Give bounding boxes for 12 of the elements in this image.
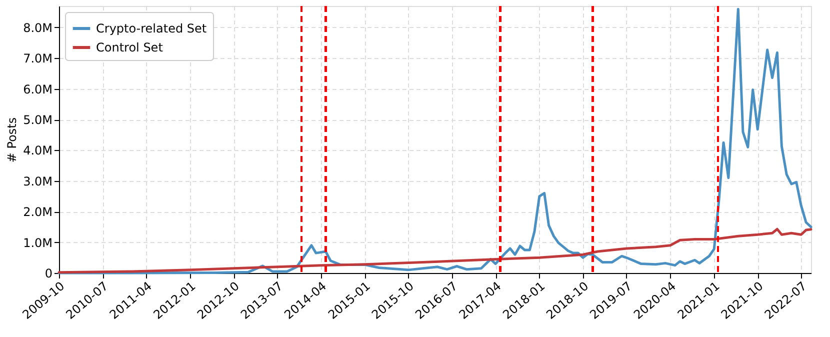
y-tick-label: 7.0M	[23, 52, 52, 66]
y-tick-label: 1.0M	[23, 236, 52, 250]
legend-label: Control Set	[96, 40, 164, 54]
y-tick-label: 3.0M	[23, 174, 52, 188]
y-tick-label: 0	[44, 266, 52, 280]
y-tick-label: 4.0M	[23, 144, 52, 158]
y-axis-title: # Posts	[5, 117, 20, 163]
legend-label: Crypto-related Set	[96, 22, 207, 36]
y-tick-label: 6.0M	[23, 82, 52, 96]
y-tick-label: 8.0M	[23, 20, 52, 35]
y-tick-label: 5.0M	[23, 113, 52, 128]
y-tick-label: 2.0M	[23, 205, 52, 220]
